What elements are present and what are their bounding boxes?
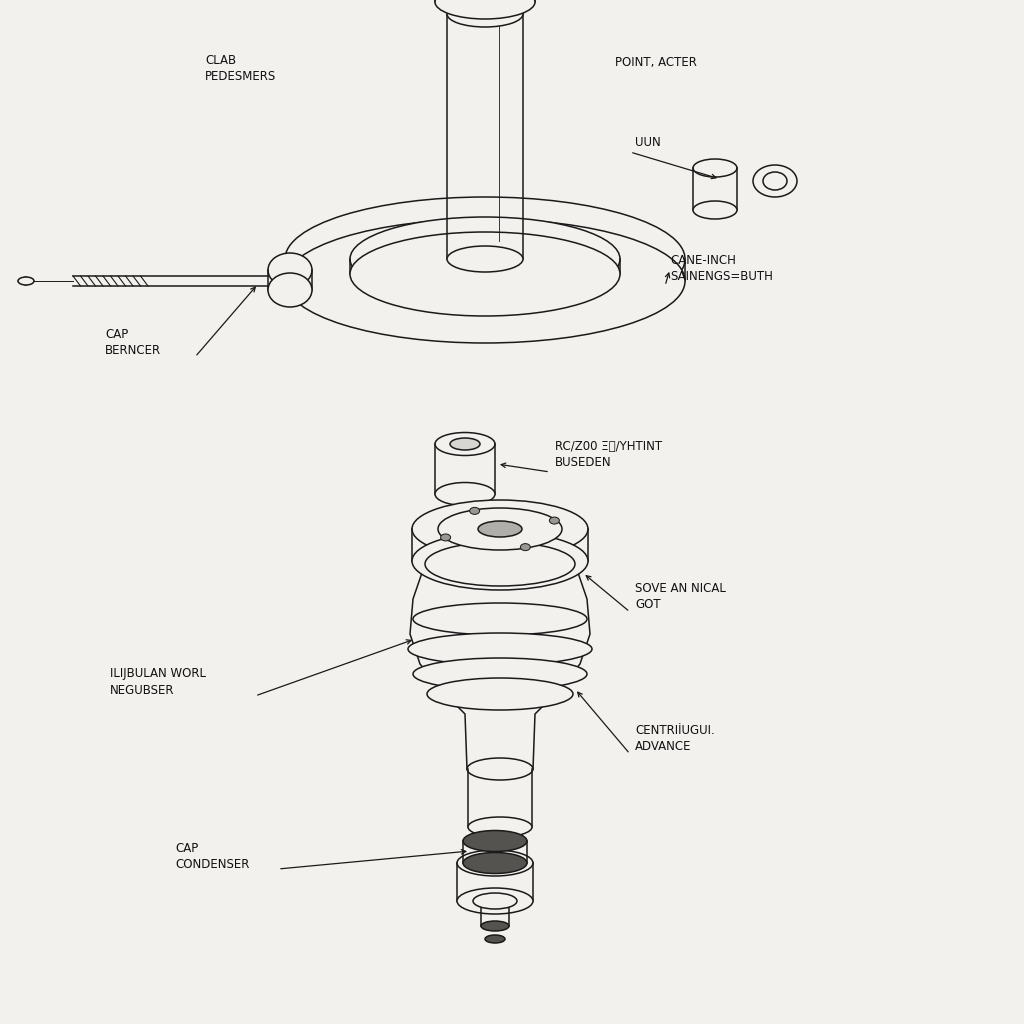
Ellipse shape — [485, 935, 505, 943]
Ellipse shape — [412, 500, 588, 558]
Ellipse shape — [450, 438, 480, 450]
Ellipse shape — [693, 159, 737, 177]
Ellipse shape — [753, 165, 797, 197]
Ellipse shape — [408, 633, 592, 665]
Ellipse shape — [268, 273, 312, 307]
Text: CAP
BERNCER: CAP BERNCER — [105, 328, 161, 356]
Ellipse shape — [435, 482, 495, 506]
Ellipse shape — [413, 658, 587, 690]
Ellipse shape — [350, 232, 620, 316]
Text: CENTRIİUGUI.
ADVANCE: CENTRIİUGUI. ADVANCE — [635, 725, 715, 754]
Ellipse shape — [550, 517, 559, 524]
Ellipse shape — [520, 544, 530, 551]
Ellipse shape — [285, 219, 685, 343]
Ellipse shape — [425, 542, 575, 586]
Text: SOVE AN NICAL
GOT: SOVE AN NICAL GOT — [635, 582, 726, 610]
Ellipse shape — [350, 217, 620, 301]
Ellipse shape — [473, 893, 517, 909]
Ellipse shape — [478, 521, 522, 537]
Text: CLAB
PEDESMERS: CLAB PEDESMERS — [205, 54, 276, 84]
Polygon shape — [410, 564, 590, 769]
Ellipse shape — [463, 830, 527, 852]
Ellipse shape — [467, 758, 534, 780]
Ellipse shape — [763, 172, 787, 190]
Ellipse shape — [438, 508, 562, 550]
Ellipse shape — [463, 853, 527, 873]
Text: POINT, ACTER: POINT, ACTER — [615, 55, 697, 69]
Ellipse shape — [470, 507, 479, 514]
Text: CANE-INCH
SAINENGS=BUTH: CANE-INCH SAINENGS=BUTH — [670, 255, 773, 284]
Ellipse shape — [457, 850, 534, 876]
Ellipse shape — [412, 532, 588, 590]
Ellipse shape — [435, 0, 535, 19]
Ellipse shape — [447, 246, 523, 272]
Ellipse shape — [285, 197, 685, 321]
Ellipse shape — [481, 921, 509, 931]
Text: CAP
CONDENSER: CAP CONDENSER — [175, 842, 250, 870]
Ellipse shape — [413, 603, 587, 635]
Ellipse shape — [268, 253, 312, 287]
Ellipse shape — [447, 1, 523, 27]
Ellipse shape — [435, 432, 495, 456]
Text: RC/Z00 Ξ΢/YHTINT
BUSEDEN: RC/Z00 Ξ΢/YHTINT BUSEDEN — [555, 439, 663, 469]
Text: ILIJΒULAN WORL
NEGUBSER: ILIJΒULAN WORL NEGUBSER — [110, 668, 206, 696]
Ellipse shape — [440, 534, 451, 541]
Ellipse shape — [693, 201, 737, 219]
Ellipse shape — [457, 888, 534, 914]
Ellipse shape — [427, 678, 573, 710]
Ellipse shape — [468, 817, 532, 837]
Text: UUN: UUN — [635, 135, 660, 148]
Ellipse shape — [18, 278, 34, 285]
